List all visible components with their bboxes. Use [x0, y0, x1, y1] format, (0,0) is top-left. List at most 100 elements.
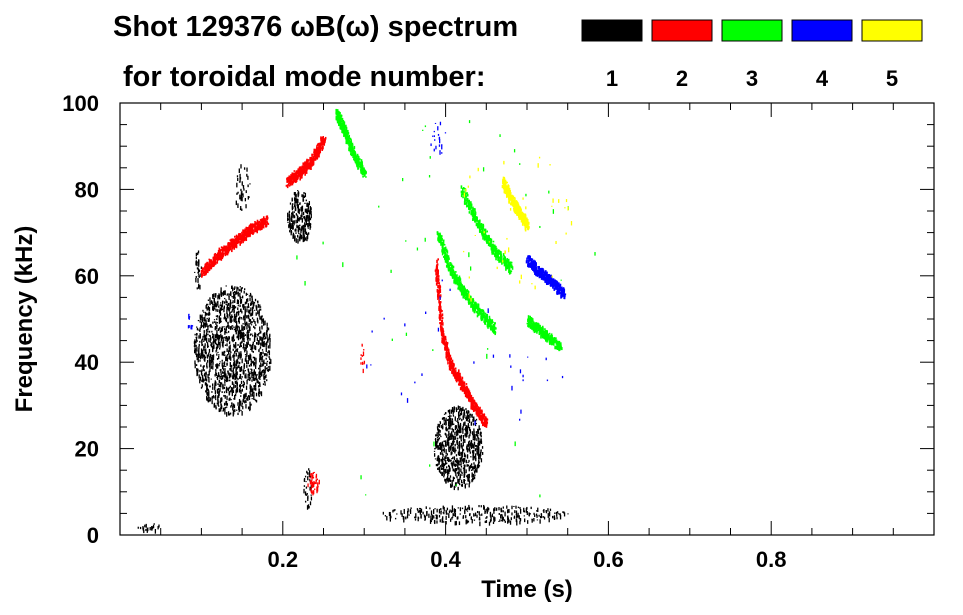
mode-1-point — [231, 314, 233, 319]
mode-1-point — [197, 358, 199, 363]
mode-3-point — [439, 234, 442, 238]
mode-1-point — [235, 315, 237, 321]
mode-1-point — [250, 385, 252, 391]
mode-1-point — [236, 366, 238, 370]
mode-1-point — [259, 306, 262, 308]
mode-1-point — [459, 459, 461, 463]
mode-2-point — [256, 224, 258, 228]
mode-1-point — [262, 318, 265, 322]
mode-1-point — [255, 342, 258, 345]
mode-1-point — [447, 437, 449, 440]
mode-1-point — [241, 405, 243, 408]
mode-1-point — [203, 365, 205, 368]
mode-1-point — [153, 523, 155, 525]
mode-1-point — [403, 516, 405, 520]
mode-3-point — [335, 117, 338, 120]
mode-2-point — [302, 170, 304, 175]
mode-1-point — [239, 289, 241, 292]
mode-3-point — [446, 260, 449, 264]
mode-1-point — [151, 526, 153, 531]
mode-1-point — [218, 319, 221, 324]
mode-1-point — [542, 516, 544, 518]
mode-2-point — [473, 400, 476, 404]
mode-2-point — [437, 280, 440, 283]
mode-1-point — [240, 317, 242, 319]
mode-1-point — [267, 366, 270, 368]
mode-3-point — [439, 238, 441, 243]
mode-1-point — [208, 381, 210, 383]
mode-1-point — [208, 307, 210, 312]
mode-1-point — [416, 508, 419, 511]
mode-1-point — [453, 456, 455, 458]
mode-1-point — [456, 432, 458, 436]
mode-1-point — [434, 458, 437, 460]
mode-1-point — [226, 378, 228, 380]
mode-1-point — [245, 348, 247, 351]
mode-1-point — [287, 212, 289, 218]
mode-2-point — [249, 224, 251, 228]
mode-1-point — [451, 418, 454, 421]
mode-1-point — [472, 431, 474, 436]
mode-2-point — [459, 376, 462, 380]
mode-1-point — [476, 448, 478, 454]
mode-1-point — [231, 388, 233, 393]
mode-1-point — [237, 302, 239, 305]
mode-1-point — [229, 326, 231, 330]
mode-2-point — [226, 250, 229, 252]
mode-1-point — [452, 456, 454, 460]
mode-1-point — [419, 509, 422, 515]
mode-1-point — [251, 361, 253, 364]
mode-1-point — [226, 301, 228, 304]
mode-1-point — [462, 449, 465, 451]
mode-1-point — [257, 342, 260, 346]
mode-1-point — [238, 181, 241, 183]
mode-3-point — [449, 267, 451, 271]
mode-1-point — [463, 482, 465, 484]
mode-2-point — [461, 376, 464, 380]
mode-2-point — [235, 238, 237, 241]
mode-1-point — [199, 355, 201, 358]
mode-1-point — [474, 453, 477, 457]
mode-2-point — [258, 223, 261, 228]
mode-1-point — [209, 385, 211, 388]
mode-3-point — [341, 124, 344, 128]
mode-1-point — [223, 305, 225, 309]
mode-1-point — [238, 351, 240, 357]
mode-1-point — [212, 309, 214, 311]
mode-1-point — [259, 383, 261, 387]
mode-1-point — [247, 196, 249, 200]
mode-1-point — [294, 199, 297, 204]
mode-1-point — [246, 324, 249, 326]
mode-3-point — [358, 165, 361, 168]
mode-1-point — [239, 358, 241, 360]
mode-1-point — [241, 358, 243, 364]
mode-1-point — [221, 300, 224, 305]
mode-1-point — [235, 342, 237, 347]
mode-1-point — [198, 269, 201, 272]
mode-2-point — [448, 365, 451, 367]
mode-2-point — [441, 329, 443, 333]
mode-1-point — [264, 375, 266, 380]
mode-3-point — [340, 126, 343, 130]
mode-2-point — [214, 260, 217, 264]
mode-1-point — [258, 388, 260, 394]
mode-1-point — [220, 406, 223, 410]
mode-3-point — [441, 249, 443, 253]
mode-1-point — [201, 340, 203, 344]
mode-1-point — [203, 338, 205, 341]
mode-1-point — [469, 451, 471, 454]
mode-1-point — [228, 296, 230, 301]
mode-1-point — [458, 429, 461, 433]
mode-1-point — [146, 528, 148, 533]
mode-1-point — [451, 431, 453, 435]
mode-2-point — [266, 215, 268, 220]
mode-1-point — [207, 303, 209, 306]
mode-2-point — [236, 239, 239, 244]
mode-1-point — [463, 472, 466, 478]
mode-2-point — [436, 265, 439, 270]
mode-1-point — [218, 405, 220, 407]
mode-2-point — [290, 175, 293, 179]
mode-3-point — [442, 247, 445, 251]
mode-3-point — [448, 257, 450, 261]
mode-1-point — [215, 365, 218, 369]
